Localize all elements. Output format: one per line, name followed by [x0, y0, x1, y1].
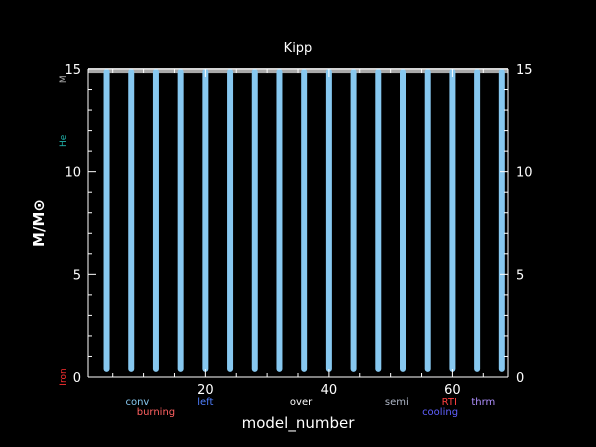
conv-bar — [449, 69, 456, 372]
conv-bar — [301, 69, 308, 372]
side-label: He — [59, 134, 69, 147]
conv-bar — [251, 69, 258, 372]
y-tick-label-right: 15 — [516, 63, 533, 78]
legend-entry: cooling — [422, 407, 458, 418]
legend-entry: semi — [385, 397, 409, 408]
y-tick-label-left: 0 — [73, 371, 81, 386]
conv-bar — [128, 69, 135, 372]
conv-bar — [350, 69, 357, 372]
conv-bar — [325, 69, 332, 372]
conv-bar — [227, 69, 234, 372]
chart-title: Kipp — [284, 41, 313, 56]
y-tick-label-right: 5 — [516, 268, 524, 283]
side-label: Iron — [59, 368, 69, 385]
x-tick-label: 40 — [321, 383, 338, 398]
x-tick-label: 20 — [197, 383, 214, 398]
y-tick-label-right: 10 — [516, 166, 533, 181]
conv-bar — [474, 69, 481, 372]
legend-entry: thrm — [471, 397, 495, 408]
legend-entry: over — [290, 397, 313, 408]
conv-bar — [202, 69, 209, 372]
y-tick-label-left: 10 — [64, 166, 81, 181]
conv-bar — [400, 69, 406, 372]
conv-bar — [103, 69, 110, 372]
conv-bar — [276, 69, 283, 372]
conv-bar — [498, 69, 505, 372]
legend-entry: left — [197, 397, 213, 408]
side-label: M — [59, 75, 69, 83]
y-tick-label-left: 15 — [64, 63, 81, 78]
legend-entry: conv — [125, 397, 149, 408]
conv-bar — [152, 69, 159, 372]
x-tick-label: 60 — [444, 383, 461, 398]
x-axis-label: model_number — [242, 414, 356, 433]
legend-entry: RTI — [442, 397, 457, 408]
y-axis-label: M/M⊙ — [30, 199, 48, 247]
conv-bar — [375, 69, 382, 372]
y-tick-label-right: 0 — [516, 371, 524, 386]
conv-bar — [424, 69, 431, 372]
legend-entry: burning — [137, 407, 175, 418]
y-tick-label-left: 5 — [73, 268, 81, 283]
conv-bar — [177, 69, 184, 372]
